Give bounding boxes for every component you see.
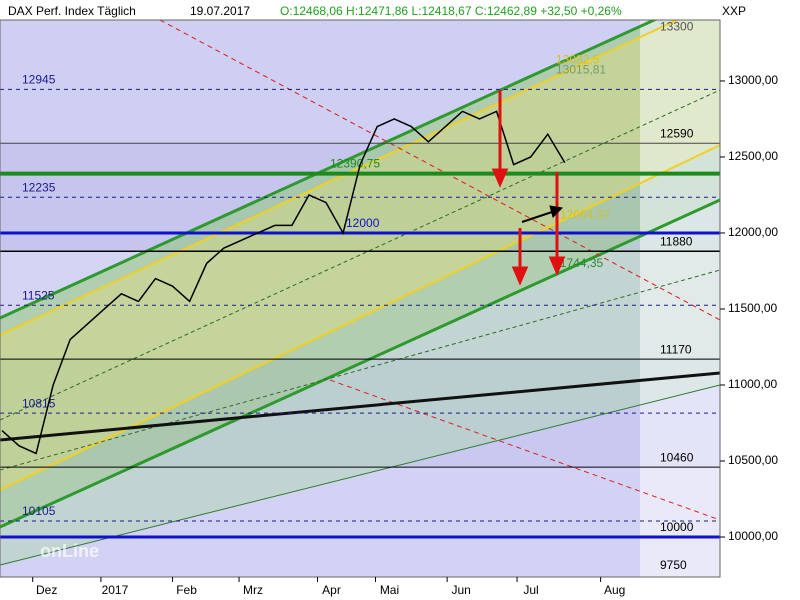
symbol: XXP <box>722 4 746 18</box>
background <box>0 20 720 577</box>
x-tick-label: Jul <box>523 583 538 597</box>
plot-frame <box>0 19 721 578</box>
level-label: 12390,75 <box>330 157 380 171</box>
level-label: 12000 <box>346 216 380 230</box>
y-tick-label: 11500,00 <box>728 301 777 315</box>
x-tick-label: Mai <box>380 583 399 597</box>
annotation: 13082,5 <box>556 53 600 67</box>
date: 19.07.2017 <box>190 4 250 18</box>
y-tick-label: 12000,00 <box>728 225 778 239</box>
x-tick-label: Dez <box>36 583 57 597</box>
ohlc: O:12468,06 H:12471,86 L:12418,67 C:12462… <box>280 4 622 18</box>
y-tick-label: 10000,00 <box>728 529 778 543</box>
level-label: 12945 <box>22 72 56 86</box>
level-label: 11525 <box>22 288 55 302</box>
annotation: 13300 <box>660 20 694 34</box>
level-label: 11170 <box>660 342 692 356</box>
annotation: 11744,35 <box>554 256 603 270</box>
chart-title: DAX Perf. Index Täglich <box>8 4 136 18</box>
level-label: 10105 <box>22 504 56 518</box>
arrows <box>491 90 566 286</box>
x-tick-label: Apr <box>322 583 341 597</box>
price-line <box>1 110 566 455</box>
y-tick-label: 13000,00 <box>728 73 778 87</box>
level-label: 12590 <box>660 126 694 140</box>
x-tick-label: Feb <box>176 583 197 597</box>
level-label: 10460 <box>660 450 694 464</box>
x-tick-label: 2017 <box>102 583 129 597</box>
level-label: 9750 <box>660 558 687 572</box>
y-tick-label: 10500,00 <box>728 453 778 467</box>
x-tick-label: Jun <box>451 583 470 597</box>
annotation: 13015,81 <box>556 63 606 77</box>
watermark: onLine <box>40 541 99 561</box>
level-label: 11880 <box>660 234 693 248</box>
annotation: 12064,37 <box>560 207 610 221</box>
x-tick-label: Aug <box>604 583 625 597</box>
y-tick-label: 11000,00 <box>728 377 777 391</box>
y-tick-label: 12500,00 <box>728 149 778 163</box>
level-label: 10000 <box>660 520 694 534</box>
x-tick-label: Mrz <box>243 583 263 597</box>
level-label: 12235 <box>22 180 56 194</box>
level-label: 10815 <box>22 396 56 410</box>
